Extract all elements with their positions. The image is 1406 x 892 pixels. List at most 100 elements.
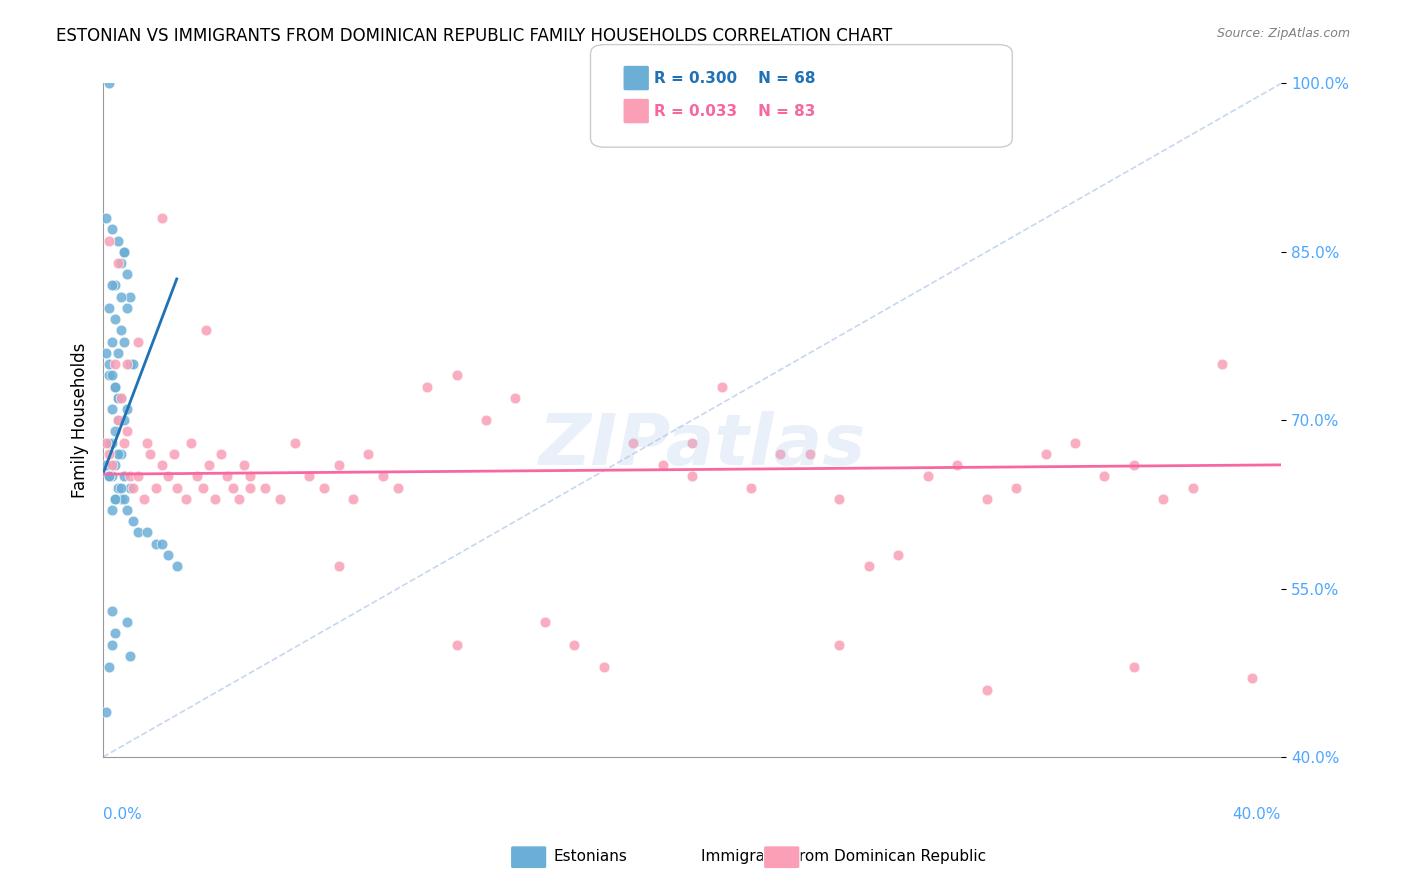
- Point: [104, 278, 127, 293]
- Point: [681, 435, 703, 450]
- Point: [651, 458, 673, 472]
- Point: [101, 638, 124, 652]
- Point: [198, 458, 221, 472]
- Point: [209, 447, 232, 461]
- Point: [121, 357, 143, 371]
- Point: [710, 379, 733, 393]
- Point: [112, 491, 135, 506]
- Text: Immigrants from Dominican Republic: Immigrants from Dominican Republic: [702, 849, 986, 863]
- Point: [98, 77, 121, 91]
- Point: [127, 525, 149, 540]
- Point: [98, 435, 121, 450]
- Point: [110, 256, 132, 270]
- Point: [110, 447, 132, 461]
- Point: [104, 491, 127, 506]
- Point: [769, 447, 792, 461]
- Point: [1181, 481, 1204, 495]
- Point: [1152, 491, 1174, 506]
- Point: [799, 447, 821, 461]
- Point: [101, 222, 124, 236]
- Point: [101, 334, 124, 349]
- Point: [195, 323, 218, 337]
- Point: [104, 312, 127, 326]
- Point: [186, 469, 208, 483]
- Point: [127, 334, 149, 349]
- Point: [94, 435, 117, 450]
- Point: [163, 447, 186, 461]
- Point: [621, 435, 644, 450]
- Text: ZIPatlas: ZIPatlas: [540, 411, 866, 481]
- Point: [98, 234, 121, 248]
- Point: [228, 491, 250, 506]
- Point: [104, 425, 127, 439]
- Point: [104, 379, 127, 393]
- Point: [101, 368, 124, 383]
- Point: [134, 491, 156, 506]
- Point: [1005, 481, 1028, 495]
- Point: [592, 660, 614, 674]
- Text: Estonians: Estonians: [554, 849, 627, 863]
- Point: [917, 469, 939, 483]
- Point: [107, 346, 129, 360]
- Point: [107, 413, 129, 427]
- Point: [357, 447, 380, 461]
- Point: [115, 503, 138, 517]
- Point: [328, 458, 350, 472]
- Point: [233, 458, 256, 472]
- Point: [101, 604, 124, 618]
- Point: [269, 491, 291, 506]
- Point: [1064, 435, 1087, 450]
- Point: [239, 469, 262, 483]
- Point: [115, 357, 138, 371]
- Point: [193, 481, 215, 495]
- Point: [283, 435, 305, 450]
- Point: [98, 469, 121, 483]
- Point: [156, 548, 179, 562]
- Point: [1122, 458, 1144, 472]
- Point: [121, 481, 143, 495]
- Point: [118, 481, 141, 495]
- Point: [204, 491, 226, 506]
- Point: [98, 469, 121, 483]
- Point: [145, 537, 167, 551]
- Point: [115, 301, 138, 315]
- Point: [174, 491, 197, 506]
- Point: [115, 615, 138, 630]
- Point: [112, 413, 135, 427]
- Text: ESTONIAN VS IMMIGRANTS FROM DOMINICAN REPUBLIC FAMILY HOUSEHOLDS CORRELATION CHA: ESTONIAN VS IMMIGRANTS FROM DOMINICAN RE…: [56, 27, 893, 45]
- Point: [115, 425, 138, 439]
- Point: [101, 503, 124, 517]
- Point: [101, 458, 124, 472]
- Point: [101, 278, 124, 293]
- Point: [1122, 660, 1144, 674]
- Point: [115, 401, 138, 416]
- Point: [681, 469, 703, 483]
- Point: [107, 391, 129, 405]
- Point: [828, 638, 851, 652]
- Point: [166, 481, 188, 495]
- Point: [104, 379, 127, 393]
- Point: [215, 469, 238, 483]
- Point: [562, 638, 585, 652]
- Point: [475, 413, 498, 427]
- Point: [166, 559, 188, 574]
- Point: [94, 346, 117, 360]
- Point: [328, 559, 350, 574]
- Point: [98, 368, 121, 383]
- Point: [118, 469, 141, 483]
- Point: [145, 481, 167, 495]
- Text: R = 0.033    N = 83: R = 0.033 N = 83: [654, 104, 815, 119]
- Point: [1035, 447, 1057, 461]
- Point: [1240, 672, 1263, 686]
- Point: [112, 244, 135, 259]
- Point: [107, 447, 129, 461]
- Point: [110, 323, 132, 337]
- Point: [150, 458, 173, 472]
- Point: [127, 469, 149, 483]
- Point: [107, 481, 129, 495]
- Point: [740, 481, 762, 495]
- Point: [180, 435, 202, 450]
- Point: [98, 357, 121, 371]
- Point: [387, 481, 409, 495]
- Point: [239, 481, 262, 495]
